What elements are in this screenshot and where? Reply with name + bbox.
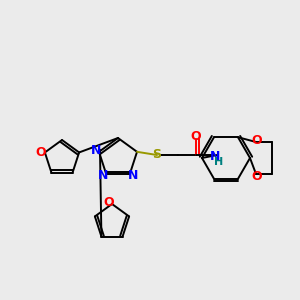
Text: H: H: [214, 157, 224, 167]
Text: O: O: [252, 134, 262, 146]
Text: N: N: [91, 144, 101, 157]
Text: N: N: [128, 169, 138, 182]
Text: S: S: [152, 148, 161, 161]
Text: N: N: [210, 151, 220, 164]
Text: N: N: [98, 169, 108, 182]
Text: O: O: [191, 130, 201, 143]
Text: O: O: [104, 196, 114, 209]
Text: O: O: [36, 146, 46, 159]
Text: O: O: [252, 169, 262, 182]
